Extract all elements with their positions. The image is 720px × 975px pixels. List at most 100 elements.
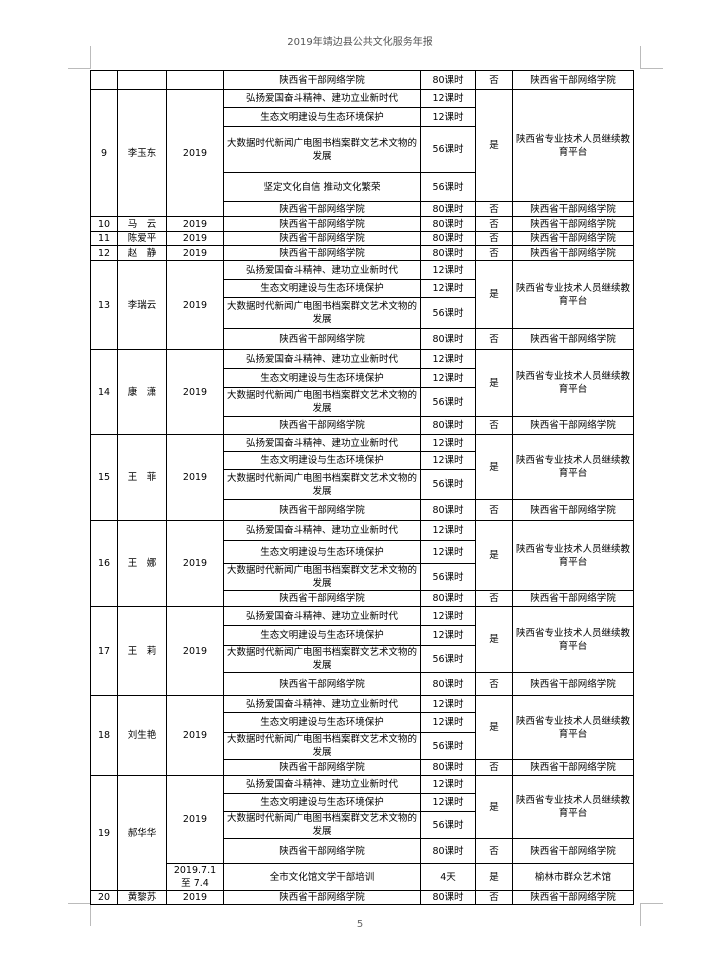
name-cell: 刘生艳: [117, 695, 167, 776]
year-cell: 2019: [166, 89, 224, 217]
hours-cell: 80课时: [420, 590, 476, 607]
required-cell: 是: [475, 349, 513, 417]
hours-cell: 80课时: [420, 70, 476, 90]
name-cell: 李瑞云: [117, 260, 167, 350]
table-row: 陕西省干部网络学院 80课时否陕西省干部网络学院: [91, 499, 634, 521]
platform-cell: 陕西省干部网络学院: [512, 890, 634, 905]
table-row: 12 赵 静 2019 陕西省干部网络学院 80课时否陕西省干部网络学院: [90, 245, 634, 261]
table-row: 20 黄黎苏 2019 陕西省干部网络学院 80课时否陕西省干部网络学院: [90, 890, 634, 905]
course-cell: 生态文明建设与生态环境保护: [223, 451, 421, 470]
hours-cell: 80课时: [420, 416, 476, 435]
required-cell: 否: [475, 759, 513, 776]
year-cell: [166, 70, 224, 90]
year-cell: 2019.7.1 至 7.4: [166, 863, 224, 891]
table-row: 大数据时代新闻广电图书档案群文艺术文物的发展 56课时: [91, 811, 634, 839]
course-cell: 生态文明建设与生态环境保护: [223, 368, 421, 388]
platform-cell: 陕西省干部网络学院: [512, 759, 634, 776]
course-cell: 陕西省干部网络学院: [223, 672, 421, 696]
course-cell: 生态文明建设与生态环境保护: [223, 107, 421, 127]
serial-number-cell: 18: [90, 695, 118, 776]
course-cell: 大数据时代新闻广电图书档案群文艺术文物的发展: [223, 811, 421, 839]
name-cell: 王 菲: [117, 434, 167, 521]
serial-number-cell: 17: [90, 606, 118, 696]
course-cell: 大数据时代新闻广电图书档案群文艺术文物的发展: [223, 387, 421, 417]
year-cell: 2019: [166, 349, 224, 435]
year-cell: 2019: [166, 606, 224, 696]
platform-cell: 陕西省专业技术人员继续教育平台: [512, 89, 634, 202]
course-cell: 大数据时代新闻广电图书档案群文艺术文物的发展: [223, 563, 421, 591]
table-row: 11 陈爱平 2019 陕西省干部网络学院 80课时否陕西省干部网络学院: [90, 231, 634, 246]
course-cell: 陕西省干部网络学院: [223, 70, 421, 90]
platform-cell: 陕西省专业技术人员继续教育平台: [512, 260, 634, 329]
course-cell: 生态文明建设与生态环境保护: [223, 279, 421, 298]
platform-cell: 陕西省干部网络学院: [512, 672, 634, 696]
table-row: 陕西省干部网络学院 80课时否陕西省干部网络学院: [91, 590, 634, 607]
table-row: 陕西省干部网络学院 80课时否陕西省干部网络学院: [91, 328, 634, 350]
serial-number-cell: 15: [90, 434, 118, 521]
serial-number-cell: 19: [90, 775, 118, 891]
crop-mark: [640, 46, 663, 69]
hours-cell: 12课时: [420, 540, 476, 564]
table-row: 大数据时代新闻广电图书档案群文艺术文物的发展 56课时: [91, 297, 634, 329]
table-row: 大数据时代新闻广电图书档案群文艺术文物的发展 56课时: [91, 387, 634, 417]
year-cell: 2019: [166, 890, 224, 905]
hours-cell: 12课时: [420, 793, 476, 812]
required-cell: 否: [475, 245, 513, 261]
table-row: 陕西省干部网络学院 80课时否陕西省干部网络学院: [91, 672, 634, 696]
name-cell: 李玉东: [117, 89, 167, 217]
required-cell: 否: [475, 216, 513, 232]
hours-cell: 12课时: [420, 434, 476, 452]
required-cell: 否: [475, 328, 513, 350]
platform-cell: 陕西省干部网络学院: [512, 231, 634, 246]
course-cell: 生态文明建设与生态环境保护: [223, 540, 421, 564]
required-cell: 是: [475, 775, 513, 839]
platform-cell: 陕西省干部网络学院: [512, 328, 634, 350]
course-cell: 弘扬爱国奋斗精神、建功立业新时代: [223, 520, 421, 541]
platform-cell: 陕西省专业技术人员继续教育平台: [512, 349, 634, 417]
hours-cell: 12课时: [420, 279, 476, 298]
table-row: 陕西省干部网络学院 80课时否陕西省干部网络学院: [91, 838, 634, 864]
table-row: 2019.7.1 至 7.4 全市文化馆文学干部培训 4天是榆林市群众艺术馆: [91, 863, 634, 891]
course-cell: 大数据时代新闻广电图书档案群文艺术文物的发展: [223, 126, 421, 173]
platform-cell: 陕西省干部网络学院: [512, 590, 634, 607]
course-cell: 大数据时代新闻广电图书档案群文艺术文物的发展: [223, 732, 421, 760]
name-cell: [117, 70, 167, 90]
hours-cell: 4天: [420, 863, 476, 891]
name-cell: 黄黎苏: [117, 890, 167, 905]
serial-number-cell: 9: [90, 89, 118, 217]
course-cell: 弘扬爱国奋斗精神、建功立业新时代: [223, 89, 421, 108]
required-cell: 否: [475, 499, 513, 521]
table-row: 19 郝华华 2019 弘扬爱国奋斗精神、建功立业新时代 12课时是陕西省专业技术人员继…: [90, 775, 634, 891]
hours-cell: 56课时: [420, 126, 476, 173]
hours-cell: 80课时: [420, 672, 476, 696]
hours-cell: 12课时: [420, 606, 476, 626]
course-cell: 全市文化馆文学干部培训: [223, 863, 421, 891]
hours-cell: 12课时: [420, 695, 476, 713]
year-cell: 2019: [166, 245, 224, 261]
hours-cell: 56课时: [420, 387, 476, 417]
platform-cell: 陕西省干部网络学院: [512, 416, 634, 435]
table-row: 18 刘生艳 2019 弘扬爱国奋斗精神、建功立业新时代 12课时是陕西省专业技术人员继…: [90, 695, 634, 776]
table-row: 大数据时代新闻广电图书档案群文艺术文物的发展 56课时: [91, 469, 634, 500]
hours-cell: 56课时: [420, 469, 476, 500]
course-cell: 生态文明建设与生态环境保护: [223, 625, 421, 646]
hours-cell: 56课时: [420, 172, 476, 202]
required-cell: 是: [475, 434, 513, 500]
hours-cell: 56课时: [420, 811, 476, 839]
course-cell: 陕西省干部网络学院: [223, 328, 421, 350]
serial-number-cell: 16: [90, 520, 118, 607]
required-cell: 否: [475, 70, 513, 90]
hours-cell: 56课时: [420, 563, 476, 591]
table-row: 大数据时代新闻广电图书档案群文艺术文物的发展 56课时: [91, 563, 634, 591]
table-row: 大数据时代新闻广电图书档案群文艺术文物的发展 56课时: [91, 732, 634, 760]
hours-cell: 80课时: [420, 838, 476, 864]
hours-cell: 80课时: [420, 890, 476, 905]
crop-mark: [640, 903, 663, 926]
name-cell: 陈爱平: [117, 231, 167, 246]
required-cell: 是: [475, 260, 513, 329]
table-row: 17 王 莉 2019 弘扬爱国奋斗精神、建功立业新时代 12课时是陕西省专业技术人员继…: [90, 606, 634, 696]
course-cell: 弘扬爱国奋斗精神、建功立业新时代: [223, 260, 421, 280]
required-cell: 是: [475, 606, 513, 673]
table-row: 10 马 云 2019 陕西省干部网络学院 80课时否陕西省干部网络学院: [90, 216, 634, 232]
name-cell: 王 娜: [117, 520, 167, 607]
